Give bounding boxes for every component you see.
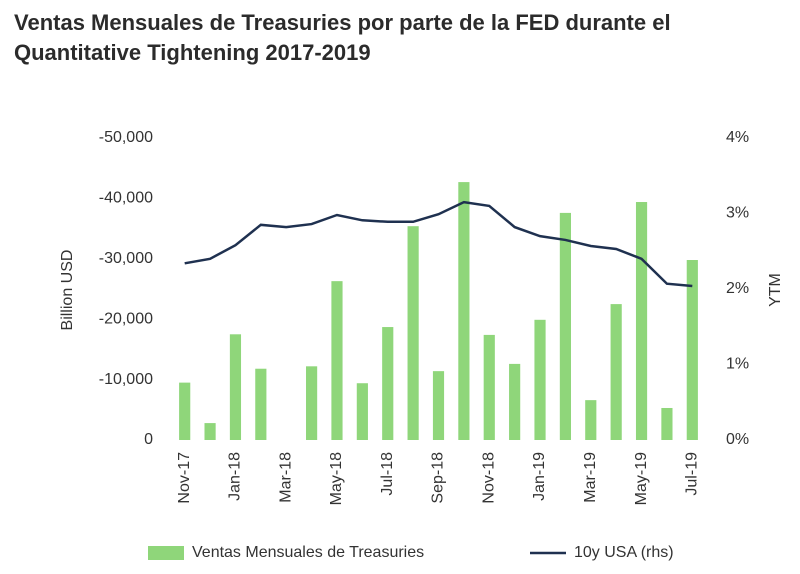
x-tick-label: Jan-19: [531, 452, 548, 501]
bar: [229, 334, 242, 440]
bar: [483, 334, 495, 440]
bar: [432, 371, 445, 440]
bar: [509, 363, 521, 440]
bar: [610, 304, 622, 440]
legend-swatch: [148, 546, 184, 560]
legend-label: Ventas Mensuales de Treasuries: [192, 544, 424, 561]
bar: [559, 212, 571, 440]
bar: [306, 366, 318, 440]
line: [184, 200, 693, 288]
y2-axis-label: YTM: [767, 273, 784, 307]
bar: [331, 281, 343, 440]
bar: [661, 407, 673, 440]
bar: [382, 327, 394, 440]
y-tick-label: 0: [144, 431, 153, 448]
y2-tick-label: 1%: [726, 356, 749, 373]
bar: [356, 383, 368, 440]
y-tick-label: -40,000: [99, 190, 153, 207]
x-tick-label: May-19: [633, 452, 650, 505]
y-tick-label: -30,000: [99, 250, 153, 267]
bar: [458, 182, 470, 441]
bar: [255, 368, 267, 440]
y-tick-label: -50,000: [99, 129, 153, 146]
bar: [585, 400, 597, 440]
x-tick-label: May-18: [328, 452, 345, 505]
bar: [534, 319, 546, 440]
x-tick-label: Nov-18: [480, 452, 497, 504]
y-tick-label: -20,000: [99, 310, 153, 327]
x-tick-label: Mar-19: [582, 452, 599, 503]
y2-tick-label: 2%: [726, 280, 749, 297]
legend-label: 10y USA (rhs): [574, 544, 674, 561]
x-tick-label: Jul-18: [379, 452, 396, 496]
bar: [635, 202, 648, 440]
x-tick-label: Mar-18: [277, 452, 294, 503]
x-tick-label: Sep-18: [430, 452, 447, 504]
x-tick-label: Nov-17: [176, 452, 193, 504]
y2-tick-label: 3%: [726, 205, 749, 222]
y-axis-label: Billion USD: [59, 250, 76, 331]
y2-tick-label: 0%: [726, 431, 749, 448]
x-tick-label: Jan-18: [227, 452, 244, 501]
y2-tick-label: 4%: [726, 129, 749, 146]
bar: [686, 260, 698, 440]
x-tick-label: Jul-19: [684, 452, 701, 496]
bar: [407, 226, 419, 440]
chart-title: Ventas Mensuales de Treasuries por parte…: [14, 10, 671, 65]
y-tick-label: -10,000: [99, 371, 153, 388]
bar: [179, 382, 191, 440]
bar: [204, 423, 216, 440]
